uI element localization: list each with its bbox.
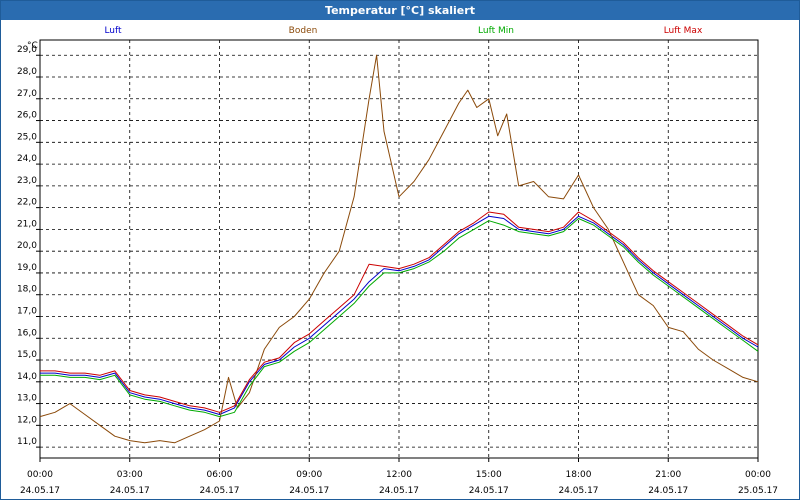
y-tick-label: 28,0 <box>17 67 37 77</box>
x-tick-time: 12:00 <box>386 470 412 480</box>
series-line-luft-max <box>40 211 759 413</box>
x-axis-ticks: 00:00 24.05.17 03:00 24.05.17 06:00 24.05.17 0… <box>20 458 778 496</box>
y-tick-label: 24,0 <box>17 154 37 164</box>
y-tick-label: 25,0 <box>17 132 37 142</box>
y-tick-label: 22,0 <box>17 198 37 208</box>
y-tick-label: 12,0 <box>17 415 37 425</box>
y-axis-unit: °C <box>27 41 38 51</box>
x-tick-date: 24.05.17 <box>469 486 509 496</box>
x-tick-time: 09:00 <box>296 470 322 480</box>
legend-luft-min: Luft Min <box>478 26 514 36</box>
x-tick-time: 18:00 <box>566 470 592 480</box>
x-tick-date: 24.05.17 <box>289 486 329 496</box>
x-tick-date: 24.05.17 <box>558 486 598 496</box>
y-tick-label: 11,0 <box>17 437 37 447</box>
y-tick-label: 23,0 <box>17 176 37 186</box>
x-tick-date: 24.05.17 <box>20 486 60 496</box>
x-tick-date: 25.05.17 <box>738 486 778 496</box>
y-tick-label: 19,0 <box>17 263 37 273</box>
x-tick-time: 06:00 <box>207 470 233 480</box>
y-tick-label: 15,0 <box>17 350 37 360</box>
x-tick-date: 24.05.17 <box>110 486 150 496</box>
gridlines <box>40 40 758 458</box>
series-line-luft-min <box>40 218 759 418</box>
chart-title: Temperatur [°C] skaliert <box>1 1 799 20</box>
series-line-luft <box>40 215 759 415</box>
x-tick-date: 24.05.17 <box>199 486 239 496</box>
x-tick-time: 21:00 <box>655 470 681 480</box>
y-tick-label: 26,0 <box>17 111 37 121</box>
y-tick-label: 20,0 <box>17 241 37 251</box>
x-tick-time: 15:00 <box>476 470 502 480</box>
y-tick-label: 29,0 <box>17 45 37 55</box>
y-tick-label: 18,0 <box>17 285 37 295</box>
y-tick-label: 21,0 <box>17 219 37 229</box>
x-tick-time: 00:00 <box>745 470 771 480</box>
x-tick-time: 00:00 <box>27 470 53 480</box>
x-tick-date: 24.05.17 <box>648 486 688 496</box>
x-tick-date: 24.05.17 <box>379 486 419 496</box>
y-tick-label: 14,0 <box>17 372 37 382</box>
legend-luft-max: Luft Max <box>664 26 703 36</box>
series-line-boden <box>39 54 759 444</box>
legend-boden: Boden <box>289 26 318 36</box>
y-tick-label: 17,0 <box>17 306 37 316</box>
y-axis-ticks: 11,0 12,0 13,0 14,0 15,0 16,0 17,0 18,0 19,0 20,0… <box>17 45 40 448</box>
y-tick-label: 13,0 <box>17 394 37 404</box>
y-tick-label: 27,0 <box>17 89 37 99</box>
series-lines <box>39 54 759 444</box>
legend-luft: Luft <box>104 26 122 36</box>
y-tick-label: 16,0 <box>17 328 37 338</box>
x-tick-time: 03:00 <box>117 470 143 480</box>
